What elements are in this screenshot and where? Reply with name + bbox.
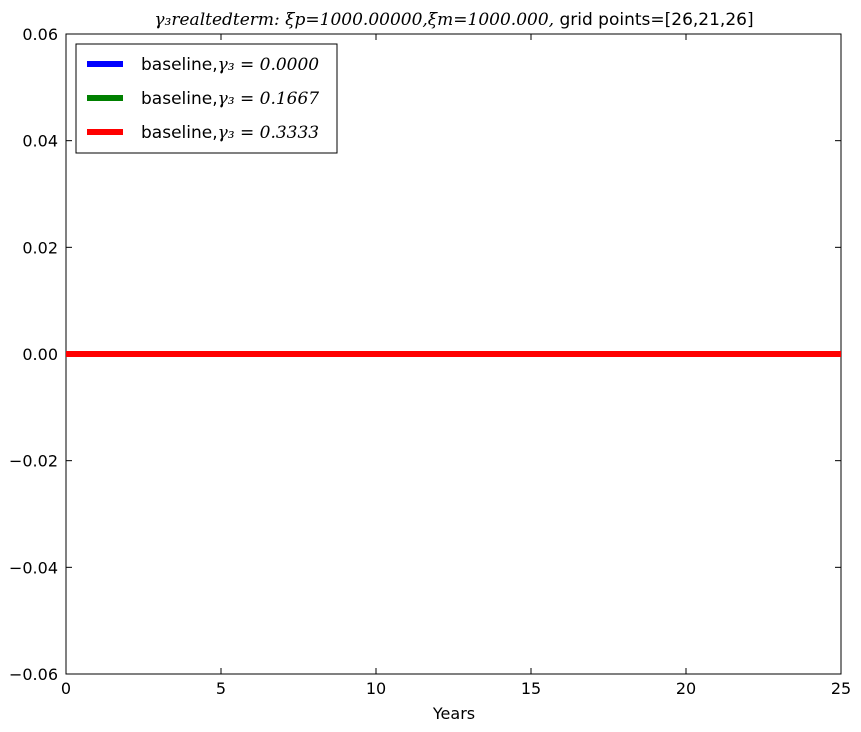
legend-label-math: γ₃ = 0.0000 — [218, 55, 320, 75]
legend-label-0: baseline,γ₃ = 0.0000 — [141, 55, 319, 75]
x-tick-label: 5 — [216, 679, 226, 698]
y-tick-label: 0.02 — [22, 238, 58, 257]
legend-label-prefix: baseline, — [141, 89, 218, 109]
legend-label-math: γ₃ = 0.3333 — [218, 123, 320, 143]
y-tick-label: −0.02 — [9, 452, 58, 471]
y-tick-label: 0.06 — [22, 25, 58, 44]
y-tick-label: 0.00 — [22, 345, 58, 364]
legend-label-1: baseline,γ₃ = 0.1667 — [141, 89, 319, 109]
legend-label-prefix: baseline, — [141, 55, 218, 75]
x-tick-label: 15 — [521, 679, 541, 698]
chart-title-math: γ₃realtedterm: ξp=1000.00000,ξm=1000.000… — [154, 10, 554, 30]
legend-label-2: baseline,γ₃ = 0.3333 — [141, 123, 319, 143]
y-tick-label: −0.04 — [9, 558, 58, 577]
x-tick-label: 25 — [831, 679, 851, 698]
y-tick-label: −0.06 — [9, 665, 58, 684]
legend-label-prefix: baseline, — [141, 123, 218, 143]
chart-title-text: grid points=[26,21,26] — [554, 10, 754, 30]
x-tick-label: 0 — [61, 679, 71, 698]
x-tick-label: 20 — [676, 679, 696, 698]
y-tick-label: 0.04 — [22, 132, 58, 151]
x-tick-label: 10 — [366, 679, 386, 698]
axis-ticks: 0 5 10 15 20 25 0.06 0.04 0.02 0.00 −0.02 −0.04 −0.0… — [9, 25, 851, 698]
legend-label-math: γ₃ = 0.1667 — [218, 89, 320, 109]
chart-title: γ₃realtedterm: ξp=1000.00000,ξm=1000.000… — [154, 10, 753, 30]
x-axis-label: Years — [432, 704, 475, 723]
